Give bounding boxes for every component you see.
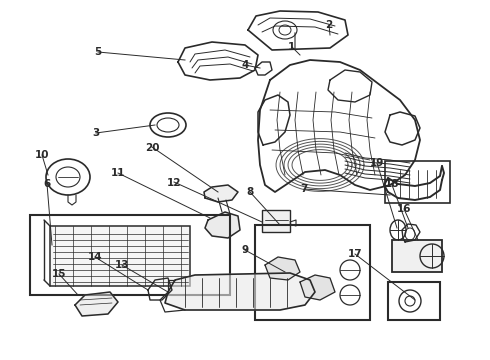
Polygon shape	[75, 292, 118, 316]
Text: 13: 13	[115, 260, 130, 270]
Text: 7: 7	[300, 184, 308, 194]
Text: 11: 11	[110, 168, 125, 178]
Text: 6: 6	[43, 179, 50, 189]
Text: 8: 8	[246, 187, 253, 197]
Polygon shape	[205, 212, 240, 238]
Bar	[385, 161, 450, 203]
Text: 19: 19	[370, 158, 385, 168]
Text: 3: 3	[92, 128, 99, 138]
Bar	[50, 226, 190, 286]
Bar	[392, 240, 442, 272]
Polygon shape	[300, 275, 335, 300]
Text: 10: 10	[34, 150, 49, 160]
Text: 20: 20	[145, 143, 159, 153]
Text: 14: 14	[88, 252, 103, 262]
Text: 5: 5	[95, 47, 101, 57]
Bar	[262, 210, 290, 232]
Polygon shape	[265, 257, 300, 280]
Text: 18: 18	[385, 179, 399, 189]
Text: 16: 16	[397, 204, 412, 214]
Text: 4: 4	[241, 60, 249, 70]
Text: 15: 15	[51, 269, 66, 279]
Text: 17: 17	[348, 249, 363, 259]
Bar	[255, 225, 370, 320]
Bar	[30, 215, 230, 295]
Text: 12: 12	[167, 177, 181, 188]
Text: 1: 1	[288, 42, 295, 52]
Text: 2: 2	[325, 20, 332, 30]
Polygon shape	[204, 185, 238, 202]
Polygon shape	[165, 273, 315, 310]
Bar	[388, 282, 440, 320]
Text: 9: 9	[242, 245, 248, 255]
